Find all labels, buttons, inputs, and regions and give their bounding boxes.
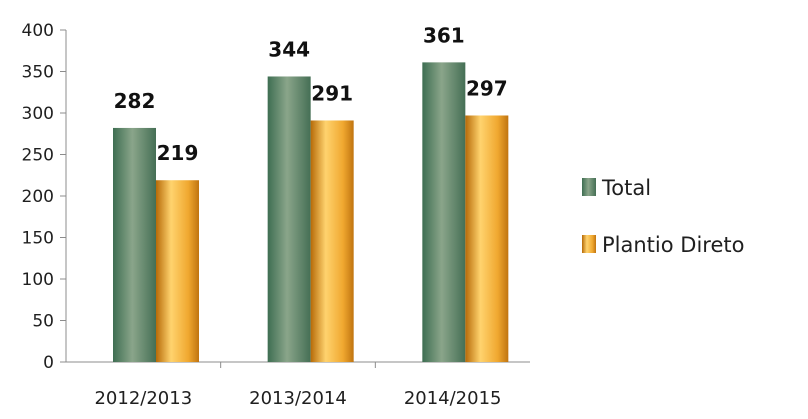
data-label-total: 344	[268, 37, 310, 61]
bar-total-2014-2015	[422, 62, 466, 363]
data-label-plantio-direto: 219	[157, 141, 199, 165]
y-tick-label: 300	[22, 104, 54, 124]
bar-plantio-direto-2014-2015	[465, 115, 509, 363]
y-tick-label: 0	[43, 353, 54, 373]
data-label-total: 361	[423, 23, 465, 47]
x-category-label: 2014/2015	[404, 388, 502, 409]
y-axis-ticks: 0 50 100 150 200 250 300 350 400	[22, 21, 66, 373]
legend-label-total: Total	[601, 176, 651, 200]
y-tick-label: 400	[22, 21, 54, 41]
legend-swatch-plantio-direto	[582, 235, 596, 253]
y-tick-label: 150	[22, 229, 54, 249]
legend: Total Plantio Direto	[582, 176, 744, 257]
data-label-plantio-direto: 291	[311, 81, 353, 105]
x-category-label: 2013/2014	[249, 388, 347, 409]
data-label-plantio-direto: 297	[466, 76, 508, 100]
legend-label-plantio-direto: Plantio Direto	[602, 233, 744, 257]
y-tick-label: 350	[22, 63, 54, 83]
bar-plantio-direto-2012-2013	[156, 180, 199, 362]
y-tick-label: 50	[32, 312, 54, 332]
y-tick-label: 200	[22, 187, 54, 207]
x-axis-labels: 2012/2013 2013/2014 2014/2015	[94, 362, 502, 409]
bar-plantio-direto-2013-2014	[310, 120, 354, 362]
y-tick-label: 100	[22, 270, 54, 290]
y-tick-label: 250	[22, 146, 54, 166]
bar-total-2012-2013	[113, 127, 156, 362]
bar-total-2013-2014	[267, 76, 311, 362]
legend-swatch-total	[582, 178, 596, 196]
data-label-total: 282	[114, 89, 156, 113]
x-category-label: 2012/2013	[94, 388, 192, 409]
